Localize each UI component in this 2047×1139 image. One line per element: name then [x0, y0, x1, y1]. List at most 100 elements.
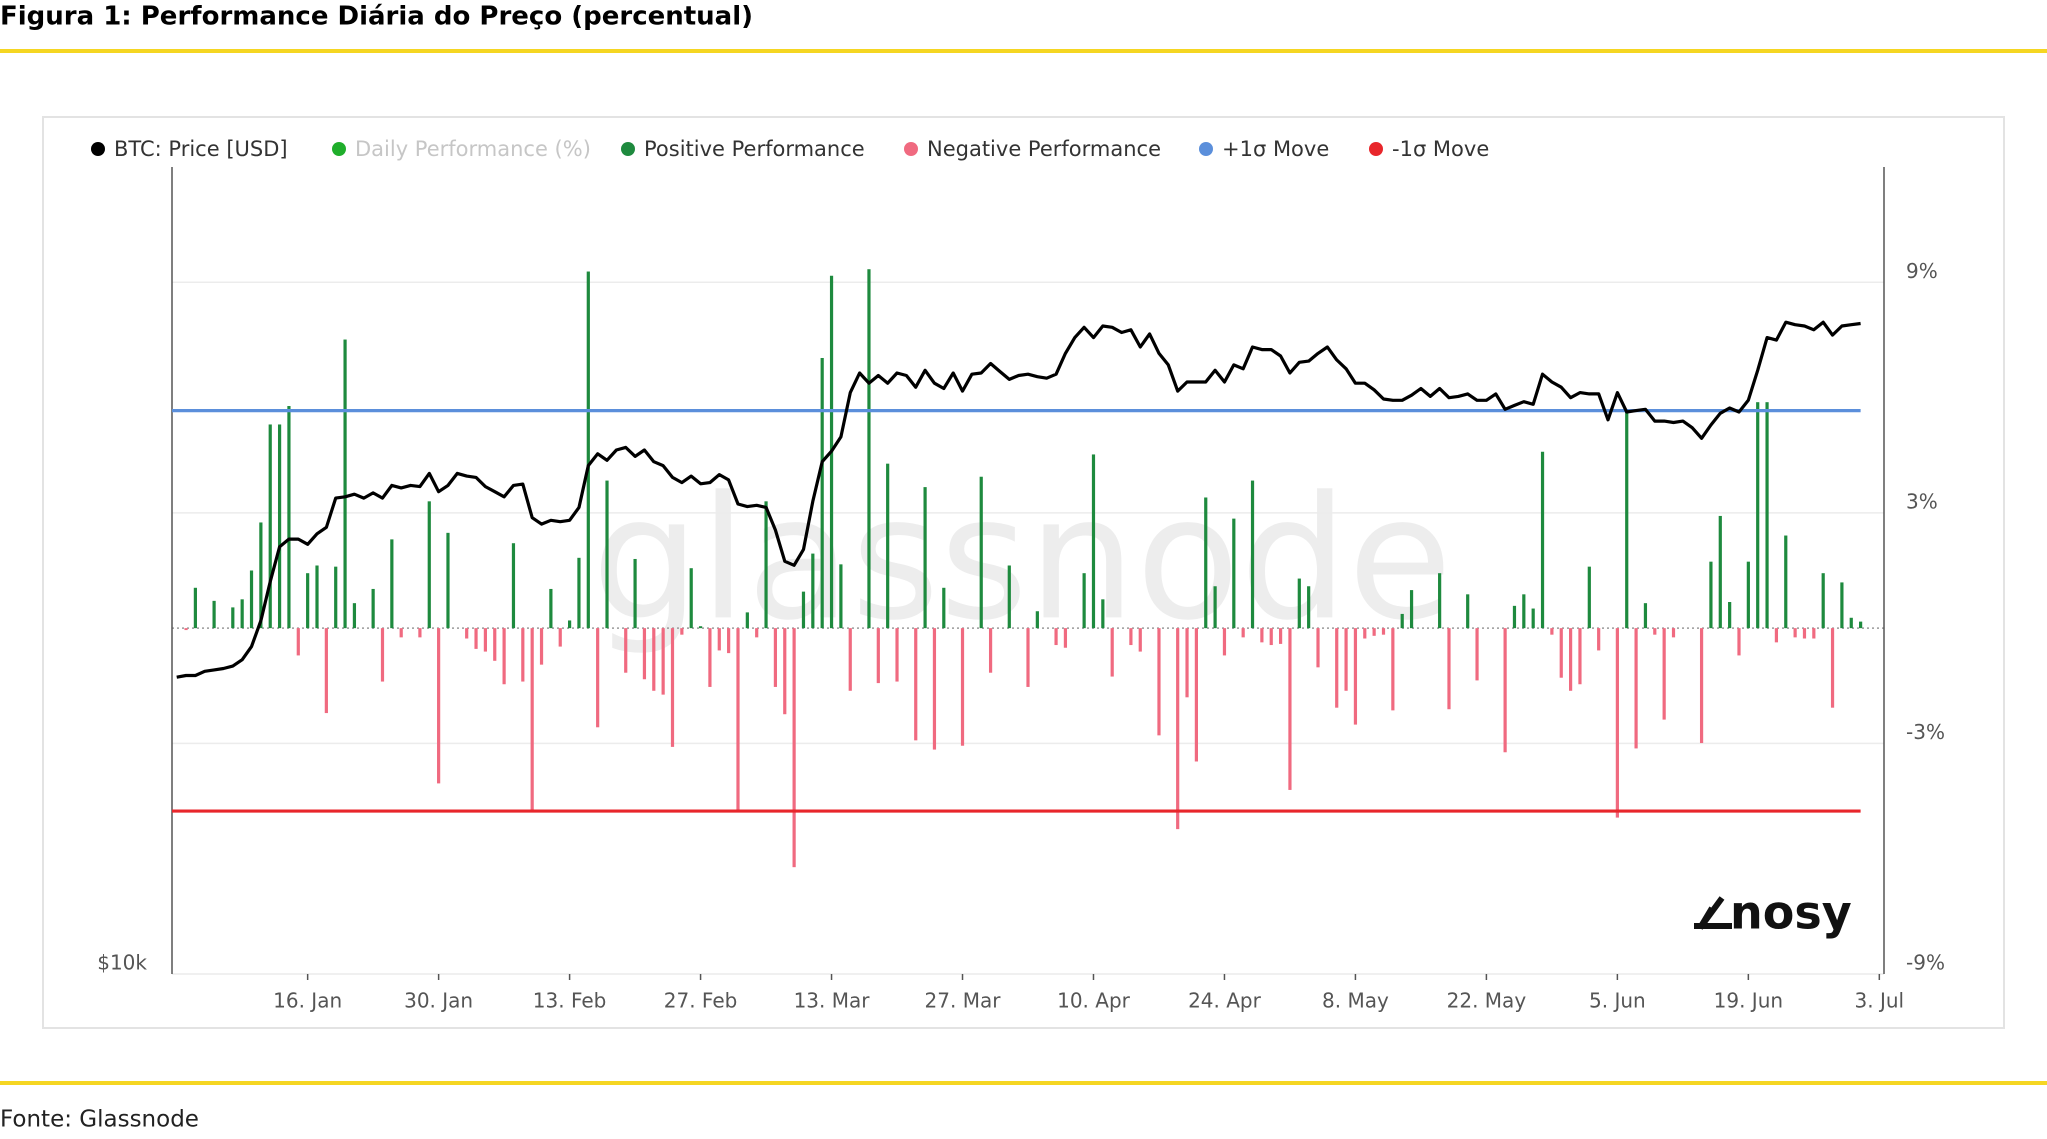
y2-tick-label: 3%: [1906, 489, 1938, 513]
bar: [1054, 628, 1058, 646]
bar: [539, 628, 544, 665]
bar: [567, 620, 572, 629]
bar: [736, 628, 740, 810]
x-tick-label: 10. Apr: [1057, 989, 1131, 1013]
bar: [932, 628, 937, 750]
y2-tick-label: -9%: [1906, 951, 1945, 975]
bar: [268, 424, 272, 629]
legend-label: -1σ Move: [1392, 137, 1489, 161]
source: Fonte: Glassnode: [0, 1107, 199, 1133]
bar: [848, 628, 852, 691]
bar: [474, 628, 478, 649]
bar: [1447, 628, 1451, 710]
bar: [1802, 628, 1807, 639]
bar: [1363, 628, 1367, 639]
bar: [745, 612, 749, 629]
legend-marker: [91, 142, 105, 156]
legend-marker: [621, 142, 635, 156]
bar: [670, 628, 675, 747]
bar: [558, 628, 562, 647]
bar: [549, 588, 553, 629]
bar: [1643, 603, 1648, 629]
bar: [530, 628, 534, 812]
bar: [1185, 628, 1189, 698]
bar: [1859, 621, 1863, 629]
bar: [698, 626, 703, 629]
bar: [624, 628, 628, 673]
bar: [1213, 586, 1217, 629]
x-tick-label: 19. Jun: [1714, 989, 1783, 1013]
legend-marker: [1199, 142, 1213, 156]
price-line: [176, 320, 1861, 679]
bar: [727, 628, 731, 654]
bar: [193, 587, 197, 629]
x-tick-label: 3. Jul: [1855, 989, 1905, 1013]
bar: [577, 557, 581, 629]
legend-label: Negative Performance: [927, 137, 1161, 161]
bar: [783, 628, 787, 715]
bar: [1559, 628, 1563, 678]
bar: [1587, 566, 1591, 629]
bar: [1653, 628, 1657, 635]
bar: [1157, 628, 1161, 736]
x-tick-label: 24. Apr: [1188, 989, 1262, 1013]
bar: [1784, 535, 1788, 629]
bar: [324, 628, 328, 714]
bar: [277, 424, 282, 629]
legend-label: +1σ Move: [1222, 137, 1329, 161]
bar: [231, 607, 235, 629]
chart-frame: [42, 116, 2005, 1029]
bar: [1335, 628, 1339, 708]
bar: [1578, 628, 1582, 685]
bar: [1035, 611, 1039, 629]
bar: [1662, 628, 1666, 720]
legend-label: Daily Performance (%): [355, 137, 591, 161]
bar: [773, 628, 778, 687]
bar: [259, 522, 263, 629]
bar: [680, 628, 684, 635]
bar: [1381, 628, 1386, 635]
x-tick-label: 8. May: [1322, 989, 1389, 1013]
bar: [586, 271, 590, 629]
bar: [764, 501, 768, 629]
bar: [521, 628, 525, 682]
bar: [1512, 605, 1517, 629]
bar: [1129, 628, 1133, 646]
bar: [1110, 628, 1114, 677]
x-tick-label: 13. Mar: [794, 989, 871, 1013]
bar: [1597, 628, 1601, 651]
bar: [1812, 628, 1816, 639]
bar: [1793, 628, 1797, 638]
bar: [596, 628, 600, 728]
bar: [1671, 628, 1676, 638]
bar: [988, 628, 993, 673]
bar: [923, 487, 927, 629]
bar: [511, 543, 516, 629]
bar: [240, 599, 244, 629]
bar: [1204, 497, 1208, 629]
bar: [1372, 628, 1376, 636]
bar: [1288, 628, 1292, 790]
bar: [1269, 628, 1273, 646]
bar: [1250, 480, 1255, 629]
bar: [1241, 628, 1245, 638]
top-rule: [0, 49, 2047, 53]
bar: [1718, 515, 1722, 629]
bar: [1316, 628, 1320, 668]
bar: [755, 628, 759, 638]
bar: [895, 628, 899, 682]
bar: [867, 269, 871, 629]
x-tick-label: 13. Feb: [533, 989, 607, 1013]
x-tick-label: 5. Jun: [1589, 989, 1646, 1013]
bar: [708, 628, 712, 687]
bar: [1540, 451, 1545, 629]
bar: [1625, 410, 1629, 629]
bar: [437, 628, 441, 784]
bar: [1821, 573, 1825, 629]
x-tick-label: 27. Mar: [925, 989, 1002, 1013]
bar: [1466, 594, 1470, 629]
bar: [1026, 628, 1030, 687]
logo: nosy: [1730, 886, 1852, 940]
bar: [652, 628, 656, 691]
